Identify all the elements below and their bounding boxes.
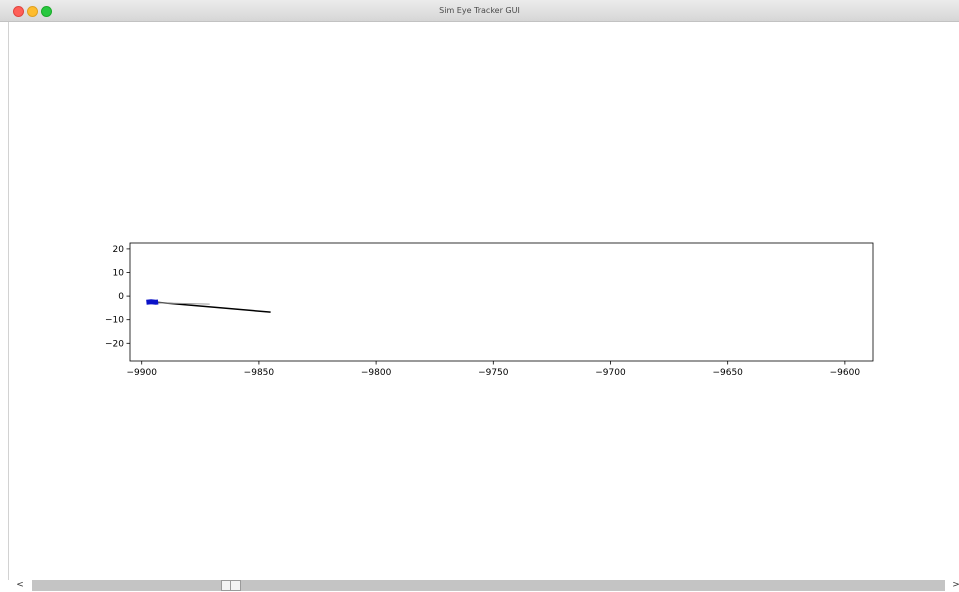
y-axis-ticks: 20 10 0 −10 −20 [105,245,130,349]
x-tick-label: −9800 [361,368,392,378]
close-window-button[interactable] [13,6,24,17]
scrollbar-thumb[interactable] [221,580,241,591]
x-axis-ticks: −9900 −9850 −9800 −9750 −9700 −9650 −9600 [126,361,860,378]
y-tick-label: −10 [105,316,124,326]
secondary-trace-line [153,302,210,305]
x-tick-label: −9900 [126,368,157,378]
minimize-window-button[interactable] [27,6,38,17]
window-title: Sim Eye Tracker GUI [439,6,520,15]
y-tick-label: 10 [113,269,125,279]
y-tick-label: 20 [113,245,125,255]
series-layer [146,299,271,313]
left-divider [8,22,9,580]
x-tick-label: −9750 [478,368,509,378]
scrollbar-grip [230,581,231,590]
x-tick-label: −9700 [595,368,626,378]
x-tick-label: −9850 [244,368,275,378]
horizontal-scrollbar-track[interactable] [32,580,945,591]
x-tick-label: −9650 [712,368,743,378]
zoom-window-button[interactable] [41,6,52,17]
scroll-left-arrow[interactable]: < [16,580,24,590]
y-tick-label: −20 [105,339,124,349]
scroll-right-arrow[interactable]: > [952,580,959,590]
x-tick-label: −9600 [830,368,861,378]
title-bar[interactable]: Sim Eye Tracker GUI [0,0,959,22]
plot-axes-frame [129,242,874,362]
y-tick-label: 0 [118,292,124,302]
